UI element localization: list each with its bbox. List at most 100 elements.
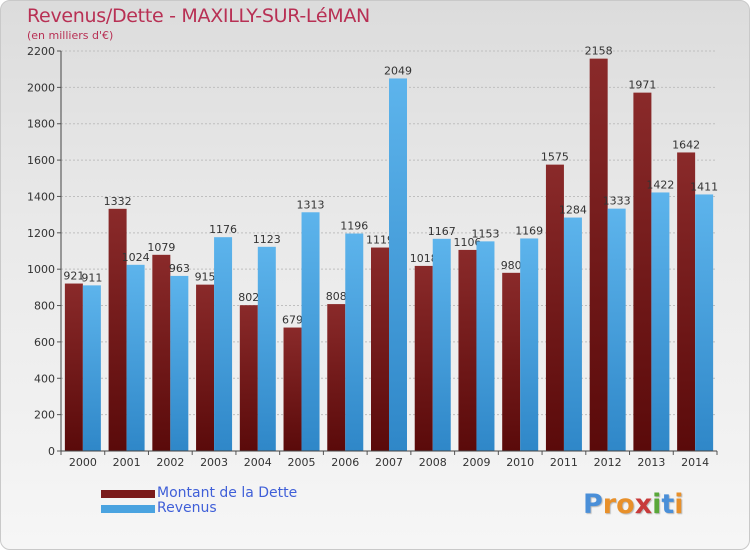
legend-swatch-revenus (101, 505, 155, 513)
bar-dette (239, 305, 258, 451)
y-tick-label: 400 (34, 372, 55, 385)
legend-item-revenus: Revenus (101, 500, 401, 518)
bar-dette (64, 283, 83, 451)
bar-dette (458, 249, 477, 451)
legend-label-dette: Montant de la Dette (157, 485, 298, 501)
y-tick-label: 1800 (27, 118, 55, 131)
data-label: 679 (282, 314, 303, 327)
data-label: 1169 (515, 224, 543, 237)
data-label: 802 (238, 291, 259, 304)
x-tick-label: 2001 (113, 456, 141, 469)
bar-revenus (301, 212, 320, 451)
bar-revenus (257, 246, 276, 451)
bar-dette (196, 284, 215, 451)
x-tick-label: 2004 (244, 456, 272, 469)
data-label: 1153 (471, 227, 499, 240)
data-label: 1575 (541, 151, 569, 164)
logo-letter: t (661, 489, 675, 520)
data-label: 1123 (253, 233, 281, 246)
bar-dette (545, 164, 564, 452)
bar-revenus (345, 233, 364, 451)
x-tick-label: 2010 (506, 456, 534, 469)
bar-dette (633, 92, 652, 452)
data-label: 1196 (340, 220, 368, 233)
bar-dette (108, 208, 127, 451)
data-label: 1024 (122, 251, 150, 264)
chart-title: Revenus/Dette - MAXILLY-SUR-LéMAN (27, 5, 370, 27)
legend-item-dette: Montant de la Dette (101, 485, 401, 503)
bar-dette (414, 265, 433, 451)
chart-subtitle: (en milliers d'€) (27, 29, 114, 42)
data-label: 1332 (104, 195, 132, 208)
x-tick-label: 2013 (637, 456, 665, 469)
x-tick-label: 2003 (200, 456, 228, 469)
data-label: 2158 (585, 45, 613, 58)
data-label: 2049 (384, 64, 412, 77)
data-label: 921 (63, 270, 84, 283)
legend-swatch-dette (101, 490, 155, 498)
data-label: 1313 (297, 198, 325, 211)
x-tick-label: 2000 (69, 456, 97, 469)
data-label: 911 (81, 271, 102, 284)
bar-revenus (432, 238, 451, 451)
data-label: 963 (169, 262, 190, 275)
logo-letter: r (602, 489, 617, 520)
bar-revenus (695, 194, 714, 452)
x-tick-label: 2007 (375, 456, 403, 469)
bar-revenus (214, 237, 233, 451)
bar-revenus (126, 264, 145, 451)
data-label: 1284 (559, 204, 587, 217)
data-label: 1018 (410, 252, 438, 265)
data-label: 1333 (603, 195, 631, 208)
logo-letter: P (583, 489, 603, 520)
data-label: 808 (326, 290, 347, 303)
y-tick-label: 600 (34, 336, 55, 349)
legend-label-revenus: Revenus (157, 500, 217, 516)
bar-revenus (651, 192, 670, 452)
y-tick-label: 200 (34, 409, 55, 422)
x-tick-label: 2006 (331, 456, 359, 469)
y-tick-label: 1400 (27, 190, 55, 203)
x-tick-label: 2009 (462, 456, 490, 469)
bar-dette (502, 272, 521, 451)
x-tick-label: 2011 (550, 456, 578, 469)
logo-letter: x (634, 489, 653, 520)
logo-letter: o (616, 489, 635, 520)
y-tick-label: 0 (48, 445, 55, 458)
bar-revenus (170, 275, 189, 451)
bar-dette (371, 247, 389, 451)
x-tick-label: 2012 (594, 456, 622, 469)
bar-dette (283, 327, 302, 451)
data-label: 1119 (366, 234, 394, 247)
bar-revenus (607, 208, 626, 451)
data-label: 915 (195, 271, 216, 284)
x-tick-label: 2002 (156, 456, 184, 469)
bar-revenus (563, 217, 582, 451)
data-label: 980 (501, 259, 522, 272)
y-tick-label: 1200 (27, 227, 55, 240)
data-label: 1642 (672, 138, 700, 151)
bar-dette (677, 152, 696, 452)
bar-dette (327, 304, 346, 451)
bar-dette (152, 254, 171, 451)
logo-letter: i (652, 489, 662, 520)
data-label: 1971 (628, 79, 656, 92)
proxiti-logo: Proxiti (583, 489, 684, 520)
bar-revenus (82, 285, 101, 451)
bar-revenus (476, 241, 495, 451)
y-tick-label: 1000 (27, 263, 55, 276)
logo-letter: i (674, 489, 684, 520)
data-label: 1079 (147, 241, 175, 254)
y-tick-label: 800 (34, 300, 55, 313)
y-tick-label: 1600 (27, 154, 55, 167)
data-label: 1411 (690, 180, 718, 193)
bar-dette (589, 58, 608, 452)
data-label: 1106 (453, 236, 481, 249)
y-tick-label: 2000 (27, 81, 55, 94)
x-tick-label: 2008 (419, 456, 447, 469)
x-tick-label: 2014 (681, 456, 709, 469)
data-label: 1167 (428, 225, 456, 238)
y-tick-label: 2200 (27, 45, 55, 58)
